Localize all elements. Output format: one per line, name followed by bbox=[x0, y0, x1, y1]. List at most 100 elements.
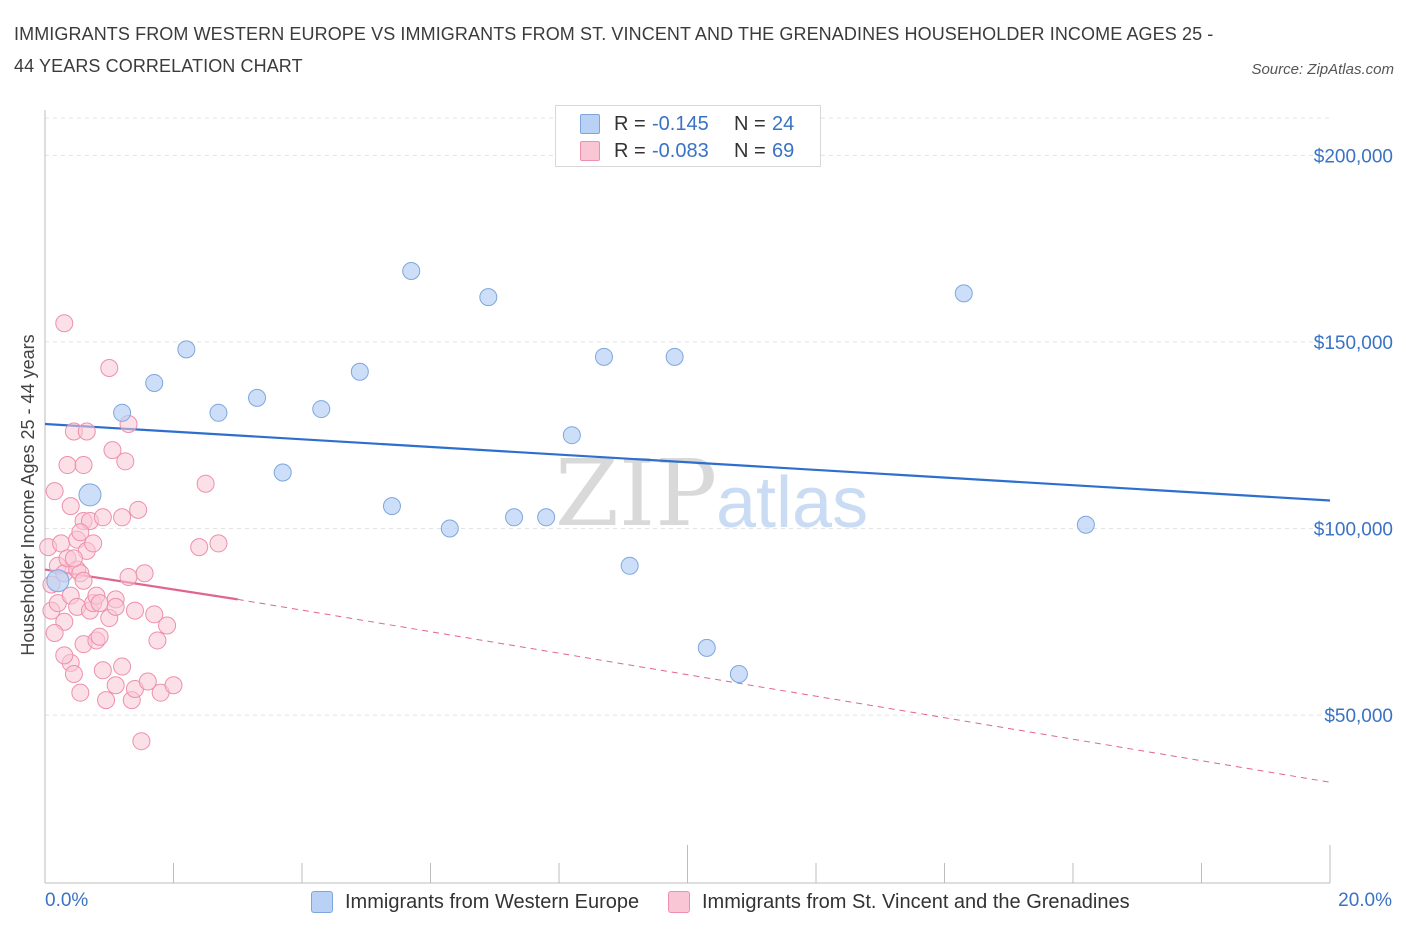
series-legend-item-st-vincent[interactable]: Immigrants from St. Vincent and the Gren… bbox=[668, 888, 1130, 916]
data-point-st-vincent bbox=[64, 665, 83, 684]
data-point-western-europe bbox=[145, 373, 164, 392]
data-point-western-europe bbox=[177, 340, 196, 359]
data-point-western-europe bbox=[382, 497, 401, 516]
data-point-st-vincent bbox=[58, 456, 77, 475]
source-label: Source: ZipAtlas.com bbox=[1251, 61, 1394, 78]
data-point-st-vincent bbox=[138, 672, 157, 691]
data-point-st-vincent bbox=[100, 359, 119, 378]
data-point-st-vincent bbox=[135, 564, 154, 583]
data-point-st-vincent bbox=[145, 605, 164, 624]
data-point-western-europe bbox=[350, 362, 369, 381]
data-point-st-vincent bbox=[129, 500, 148, 519]
data-point-western-europe bbox=[209, 403, 228, 422]
series-swatch-pink bbox=[668, 891, 690, 913]
data-point-st-vincent bbox=[116, 452, 135, 471]
legend-n-label: N = bbox=[734, 139, 766, 162]
y-tick-label: $100,000 bbox=[1314, 519, 1393, 540]
data-point-western-europe bbox=[729, 665, 748, 684]
y-tick-label: $200,000 bbox=[1314, 146, 1393, 167]
data-point-western-europe bbox=[594, 347, 613, 366]
data-point-st-vincent bbox=[97, 691, 116, 710]
watermark-zip: ZIP bbox=[555, 440, 717, 547]
gridlines bbox=[45, 117, 1330, 716]
trend-extension-st-vincent bbox=[237, 598, 1331, 783]
data-point-western-europe bbox=[273, 463, 292, 482]
data-point-st-vincent bbox=[106, 597, 125, 616]
data-point-st-vincent bbox=[64, 549, 83, 568]
data-point-st-vincent bbox=[90, 594, 109, 613]
data-point-western-europe bbox=[1076, 515, 1095, 534]
data-point-western-europe bbox=[537, 508, 556, 527]
series-legend: Immigrants from Western Europe Immigrant… bbox=[0, 888, 1406, 916]
data-point-western-europe bbox=[46, 569, 70, 593]
data-point-st-vincent bbox=[209, 534, 228, 553]
series-swatch-blue bbox=[311, 891, 333, 913]
data-point-western-europe bbox=[697, 638, 716, 657]
data-point-western-europe bbox=[248, 388, 267, 407]
axes bbox=[44, 110, 1331, 884]
data-point-st-vincent bbox=[93, 661, 112, 680]
y-axis-label: Householder Income Ages 25 - 44 years bbox=[18, 334, 38, 655]
legend-n-value: 69 bbox=[772, 139, 795, 162]
data-point-st-vincent bbox=[93, 508, 112, 527]
legend-r-value: -0.145 bbox=[652, 112, 709, 135]
data-point-st-vincent bbox=[103, 441, 122, 460]
data-point-st-vincent bbox=[125, 601, 144, 620]
watermark-atlas: atlas bbox=[716, 463, 868, 543]
data-point-st-vincent bbox=[74, 571, 93, 590]
correlation-legend: R = -0.145 N = 24 R = -0.083 N = 69 bbox=[555, 105, 821, 167]
data-point-western-europe bbox=[78, 483, 102, 507]
x-axis-min-label: 0.0% bbox=[45, 890, 89, 911]
y-tick-label: $50,000 bbox=[1324, 706, 1393, 727]
data-point-st-vincent bbox=[196, 474, 215, 493]
data-point-st-vincent bbox=[45, 482, 64, 501]
watermark: ZIP atlas bbox=[555, 440, 868, 547]
data-point-st-vincent bbox=[158, 616, 177, 635]
legend-swatch-blue bbox=[580, 114, 600, 134]
data-point-st-vincent bbox=[148, 631, 167, 650]
data-point-western-europe bbox=[113, 403, 132, 422]
data-point-western-europe bbox=[665, 347, 684, 366]
data-point-western-europe bbox=[402, 262, 421, 280]
data-point-st-vincent bbox=[132, 732, 151, 751]
series-name-st-vincent: Immigrants from St. Vincent and the Gren… bbox=[702, 890, 1130, 913]
data-point-western-europe bbox=[479, 288, 498, 307]
data-point-st-vincent bbox=[113, 508, 132, 527]
data-point-st-vincent bbox=[90, 627, 109, 646]
data-point-st-vincent bbox=[190, 538, 209, 557]
data-point-st-vincent bbox=[119, 568, 138, 586]
y-tick-labels: $50,000 $100,000 $150,000 $200,000 bbox=[1314, 146, 1393, 727]
series-legend-item-western-europe[interactable]: Immigrants from Western Europe bbox=[311, 888, 639, 916]
y-tick-label: $150,000 bbox=[1314, 333, 1393, 354]
data-point-western-europe bbox=[312, 400, 331, 419]
legend-swatch-pink bbox=[580, 141, 600, 161]
legend-row-western-europe: R = -0.145 N = 24 bbox=[580, 111, 794, 137]
legend-n-label: N = bbox=[734, 112, 766, 135]
chart-title: IMMIGRANTS FROM WESTERN EUROPE VS IMMIGR… bbox=[14, 24, 1214, 76]
data-point-western-europe bbox=[562, 426, 581, 445]
data-point-st-vincent bbox=[61, 497, 80, 516]
x-axis-max-label: 20.0% bbox=[1338, 890, 1392, 911]
legend-row-st-vincent: R = -0.083 N = 69 bbox=[580, 138, 794, 164]
data-point-st-vincent bbox=[71, 523, 90, 542]
legend-r-label: R = bbox=[614, 139, 646, 162]
data-point-st-vincent bbox=[74, 456, 93, 475]
data-point-st-vincent bbox=[45, 623, 64, 642]
data-point-western-europe bbox=[954, 284, 973, 303]
data-point-st-vincent bbox=[77, 422, 96, 441]
data-point-st-vincent bbox=[55, 314, 74, 333]
legend-r-value: -0.083 bbox=[652, 139, 709, 162]
trend-line-western-europe bbox=[44, 422, 1331, 502]
data-point-st-vincent bbox=[71, 683, 90, 702]
data-point-st-vincent bbox=[106, 676, 125, 695]
data-points bbox=[39, 262, 1095, 751]
data-point-st-vincent bbox=[55, 646, 74, 665]
series-name-western-europe: Immigrants from Western Europe bbox=[345, 890, 640, 913]
data-point-st-vincent bbox=[84, 534, 103, 553]
data-point-st-vincent bbox=[113, 657, 132, 676]
data-point-western-europe bbox=[620, 556, 639, 575]
data-point-western-europe bbox=[505, 508, 524, 527]
legend-r-label: R = bbox=[614, 112, 646, 135]
data-point-western-europe bbox=[440, 519, 459, 538]
